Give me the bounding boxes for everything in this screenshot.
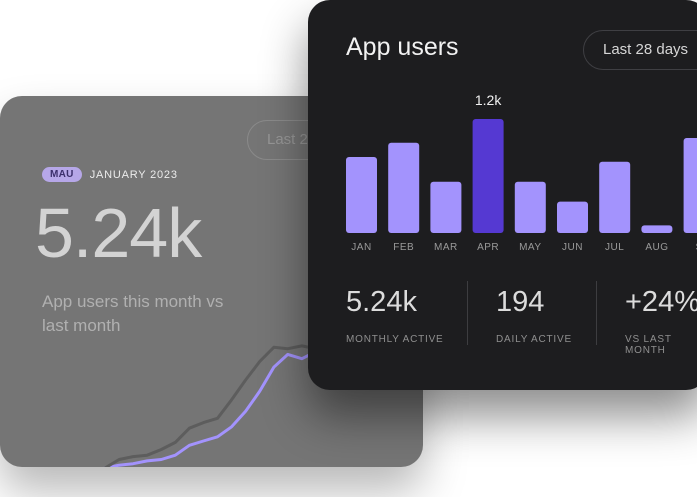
x-tick-label: APR	[477, 242, 499, 253]
date-range-dropdown[interactable]: Last 28 days ⌄	[583, 30, 697, 70]
date-range-label: Last 28 days	[603, 41, 689, 58]
x-tick-label: JUN	[562, 242, 583, 253]
bar-jun[interactable]	[557, 201, 588, 233]
x-tick-label: FEB	[393, 242, 414, 253]
stat-monthly-label: MONTHLY ACTIVE	[346, 334, 444, 345]
mau-subtitle: App users this month vs last month	[42, 292, 224, 335]
mau-badge: MAU	[42, 167, 82, 182]
bar-may[interactable]	[514, 181, 546, 233]
x-tick-label: MAY	[519, 242, 541, 253]
mau-header: MAU JANUARY 2023	[42, 167, 178, 182]
x-tick-label: JUL	[605, 242, 624, 253]
x-tick-label: MAR	[434, 242, 458, 253]
app-users-card: App users Last 28 days ⌄ JAN FEB MAR APR 1.2…	[308, 0, 697, 390]
bar-jul[interactable]	[599, 161, 631, 233]
stat-monthly-value: 5.24k	[346, 286, 417, 318]
monthly-bar-chart: JAN FEB MAR APR 1.2k MAY JUN JUL AUG S	[346, 92, 697, 253]
stat-change-label: VS LAST MONTH	[625, 334, 672, 356]
bar-value-label: 1.2k	[475, 92, 502, 108]
bar-aug[interactable]	[641, 225, 673, 233]
stat-change-value: +24%	[625, 286, 697, 318]
x-tick-label: AUG	[645, 242, 668, 253]
card-title: App users	[346, 33, 459, 61]
primary-series-line	[103, 343, 332, 467]
stat-daily-value: 194	[496, 286, 545, 318]
bar-jan[interactable]	[346, 157, 377, 233]
stat-divider	[596, 281, 597, 345]
secondary-series-line	[103, 350, 332, 467]
stat-divider	[467, 281, 468, 345]
mau-month-label: JANUARY 2023	[89, 168, 178, 181]
trend-line-chart	[103, 343, 332, 467]
bar-mar[interactable]	[430, 181, 462, 233]
mau-value: 5.24k	[35, 194, 202, 272]
bar-feb[interactable]	[388, 142, 420, 233]
x-tick-label: JAN	[351, 242, 371, 253]
stat-daily-label: DAILY ACTIVE	[496, 334, 572, 345]
bar-apr[interactable]	[472, 119, 504, 233]
x-tick-label: S	[696, 242, 697, 253]
bar-s[interactable]	[683, 138, 697, 233]
